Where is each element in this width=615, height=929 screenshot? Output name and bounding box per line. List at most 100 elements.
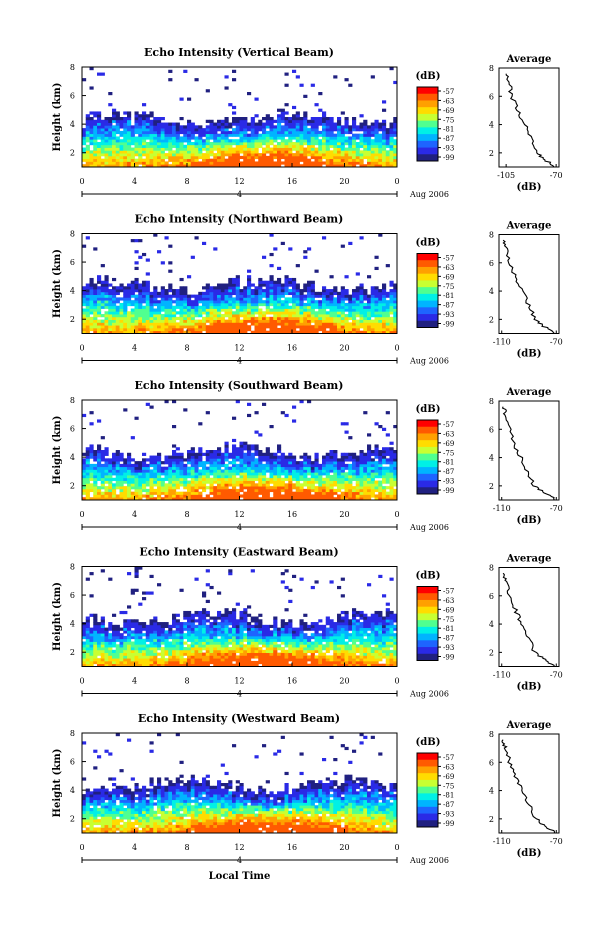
heatmap-cell — [310, 144, 315, 148]
heatmap-cell — [232, 458, 237, 462]
heatmap-cell — [284, 413, 289, 418]
heatmap-cell — [175, 491, 180, 495]
heatmap-cell — [179, 477, 184, 481]
heatmap-cell — [183, 491, 188, 495]
heatmap-cell — [262, 300, 267, 304]
heatmap-cell — [100, 616, 105, 620]
heatmap-cell — [202, 155, 207, 160]
heatmap-cell — [134, 266, 139, 271]
heatmap-cell — [160, 147, 165, 151]
heatmap-cell — [247, 280, 252, 284]
heatmap-cell — [145, 142, 150, 146]
heatmap-cell — [228, 283, 233, 287]
heatmap-cell — [393, 297, 398, 301]
heatmap-cell — [337, 294, 342, 298]
heatmap-cell — [288, 480, 293, 484]
heatmap-cell — [307, 330, 312, 334]
heatmap-cell — [93, 627, 98, 631]
heatmap-cell — [303, 463, 308, 468]
heatmap-cell — [273, 119, 278, 123]
date-label: Aug 2006 — [409, 357, 449, 366]
heatmap-cell — [104, 155, 109, 160]
heatmap-cell — [138, 624, 143, 629]
heatmap-cell — [164, 458, 169, 462]
heatmap-cell — [378, 486, 383, 490]
heatmap-cell — [97, 419, 102, 423]
heatmap-cell — [93, 305, 98, 309]
heatmap-cell — [355, 322, 360, 326]
heatmap-cell — [393, 300, 398, 304]
heatmap-cell — [393, 308, 398, 312]
heatmap-cell — [190, 635, 195, 640]
heatmap-cell — [194, 314, 199, 318]
heatmap-cell — [172, 658, 177, 662]
heatmap-cell — [145, 133, 150, 137]
heatmap-cell — [385, 153, 390, 157]
heatmap-cell — [262, 142, 267, 146]
heatmap-cell — [194, 483, 199, 487]
heatmap-cell — [157, 658, 162, 662]
heatmap-cell — [213, 330, 218, 334]
heatmap-cell — [97, 314, 102, 318]
heatmap-cell — [187, 302, 192, 307]
heatmap-cell — [359, 469, 364, 473]
heatmap-cell — [220, 452, 225, 456]
y-tick-label: 4 — [70, 453, 75, 462]
heatmap-cell — [138, 627, 143, 631]
heatmap-cell — [284, 83, 289, 87]
heatmap-cell — [209, 450, 214, 454]
heatmap-cell — [138, 255, 143, 259]
heatmap-cell — [183, 408, 188, 412]
heatmap-cell — [235, 314, 240, 318]
heatmap-cell — [374, 497, 379, 501]
heatmap-cell — [269, 469, 274, 473]
heatmap-cell — [337, 305, 342, 309]
heatmap-cell — [164, 128, 169, 132]
heatmap-cell — [183, 635, 188, 640]
heatmap-cell — [179, 461, 184, 465]
heatmap-cell — [142, 291, 147, 296]
heatmap-cell — [329, 491, 334, 495]
heatmap-cell — [89, 139, 94, 143]
heatmap-cell — [310, 136, 315, 140]
x-tick-label: 0 — [394, 510, 399, 519]
heatmap-cell — [93, 125, 98, 129]
heatmap-cell — [194, 125, 199, 129]
heatmap-cell — [273, 486, 278, 490]
heatmap-cell — [97, 663, 102, 667]
heatmap-cell — [337, 128, 342, 132]
heatmap-cell — [127, 122, 132, 126]
heatmap-cell — [130, 294, 135, 298]
heatmap-cell — [243, 469, 248, 473]
heatmap-cell — [265, 491, 270, 495]
heatmap-cell — [119, 463, 124, 468]
heatmap-cell — [228, 280, 233, 284]
heatmap-cell — [299, 469, 304, 473]
heatmap-cell — [265, 144, 270, 148]
heatmap-cell — [164, 291, 169, 296]
heatmap-cell — [288, 277, 293, 282]
heatmap-cell — [119, 330, 124, 334]
heatmap-cell — [202, 241, 207, 246]
heatmap-cell — [378, 150, 383, 154]
colorbar-band — [417, 280, 438, 288]
heatmap-cell — [299, 327, 304, 332]
heatmap-cell — [352, 302, 357, 307]
heatmap-cell — [164, 142, 169, 146]
heatmap-cell — [153, 158, 158, 162]
heatmap-cell — [280, 325, 285, 329]
heatmap-cell — [374, 444, 379, 448]
heatmap-cell — [123, 308, 128, 312]
heatmap-cell — [220, 297, 225, 301]
heatmap-cell — [213, 327, 218, 332]
heatmap-cell — [217, 483, 222, 487]
heatmap-cell — [224, 147, 229, 151]
heatmap-cell — [389, 322, 394, 326]
heatmap-cell — [134, 472, 139, 476]
heatmap-cell — [352, 119, 357, 123]
heatmap-cell — [175, 294, 180, 298]
colorbar-band — [417, 480, 438, 488]
heatmap-cell — [220, 147, 225, 151]
heatmap-cell — [168, 305, 173, 309]
heatmap-cell — [363, 463, 368, 468]
